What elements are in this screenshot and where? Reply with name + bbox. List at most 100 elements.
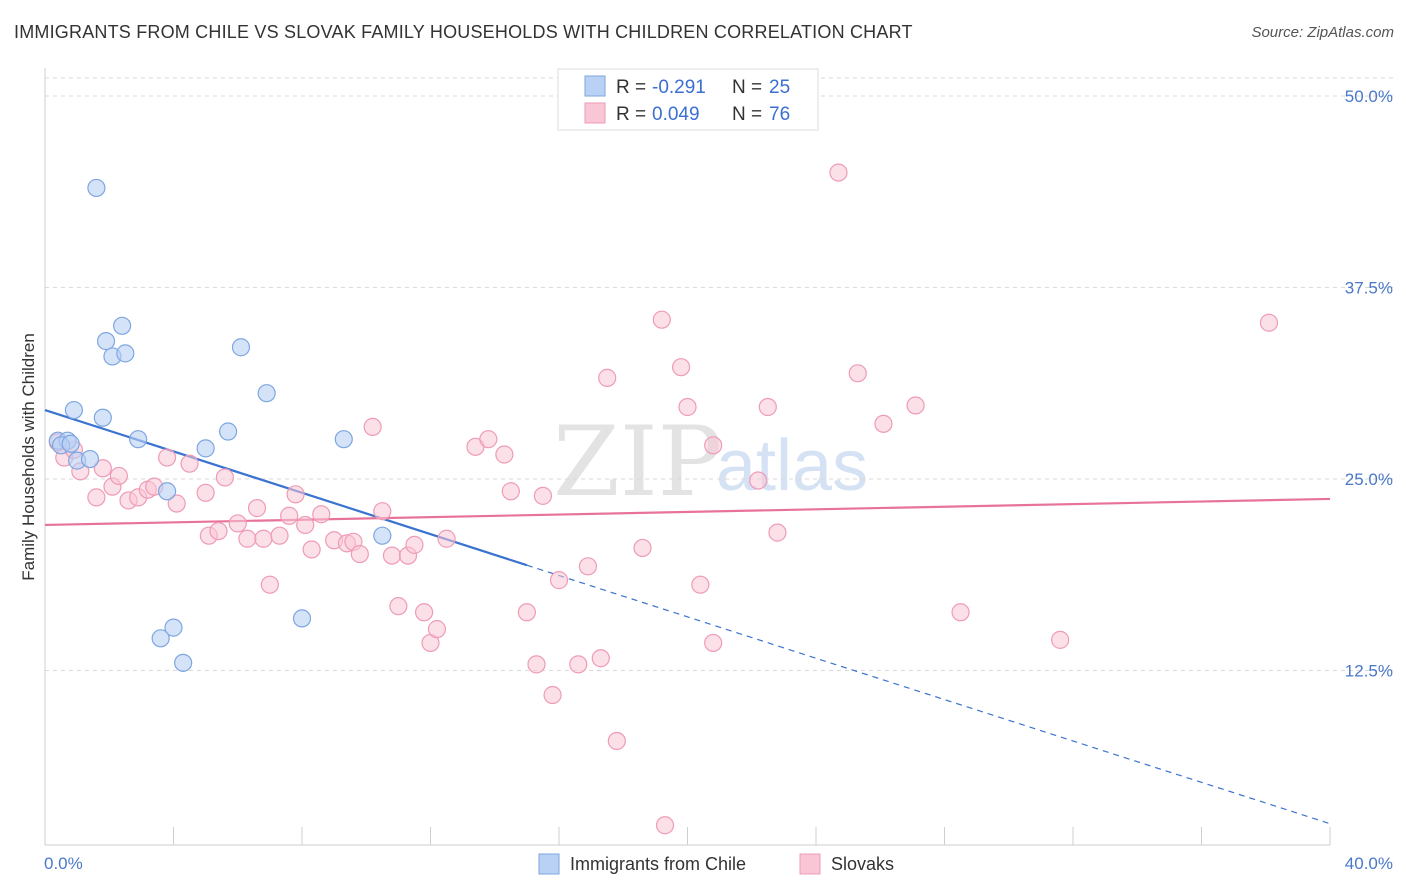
legend-r-label-slovak: R = <box>616 104 646 125</box>
slovak-point-56 <box>598 368 617 387</box>
slovak-point-38 <box>389 597 408 616</box>
bottom-legend: Immigrants from Chile Slovaks <box>538 853 894 875</box>
y-tick-label-0: 12.5% <box>1345 662 1393 681</box>
chile-trend-line-extrapolated <box>526 564 1331 825</box>
bottom-legend-swatch-chile <box>538 853 560 875</box>
slovak-point-64 <box>704 436 723 455</box>
chile-point-17 <box>219 422 238 441</box>
source-label: Source: ZipAtlas.com <box>1251 24 1394 41</box>
slovak-point-54 <box>578 557 598 576</box>
chile-point-18 <box>231 338 251 357</box>
bottom-legend-swatch-slovak <box>799 853 821 875</box>
slovak-point-17 <box>209 521 228 541</box>
slovak-point-13 <box>167 494 186 513</box>
legend-swatch-chile <box>584 75 606 97</box>
slovak-point-21 <box>247 499 267 518</box>
slovak-point-55 <box>591 649 610 668</box>
legend-n-value-slovak: 76 <box>769 104 790 125</box>
slovak-point-72 <box>906 396 925 415</box>
y-tick-label-1: 25.0% <box>1345 470 1393 489</box>
slovak-point-15 <box>196 483 215 502</box>
slovak-point-45 <box>479 430 498 449</box>
slovak-point-40 <box>414 603 434 622</box>
chile-point-5 <box>93 408 112 427</box>
slovak-point-50 <box>533 486 553 505</box>
chile-point-14 <box>164 618 183 637</box>
slovak-point-52 <box>549 571 569 590</box>
slovak-point-66 <box>749 471 768 490</box>
slovak-point-29 <box>312 505 331 524</box>
chile-point-13 <box>157 482 177 501</box>
slovak-point-67 <box>758 397 777 417</box>
slovak-point-74 <box>1051 630 1070 649</box>
slovak-point-22 <box>254 529 273 548</box>
chile-point-19 <box>257 384 276 403</box>
slovak-point-63 <box>691 575 710 594</box>
slovak-point-28 <box>302 540 321 559</box>
chile-point-6 <box>87 178 106 198</box>
slovak-point-49 <box>527 655 546 674</box>
chile-point-21 <box>334 430 353 449</box>
slovak-point-69 <box>829 163 848 182</box>
legend-n-label-chile: N = <box>732 77 762 98</box>
chile-point-9 <box>112 316 132 335</box>
legend-r-value-slovak: 0.049 <box>652 104 700 125</box>
slovak-point-34 <box>363 417 382 437</box>
slovak-point-75 <box>1259 313 1279 332</box>
slovak-point-47 <box>501 482 520 501</box>
chile-points <box>48 178 392 672</box>
slovak-point-18 <box>215 468 234 487</box>
chile-point-16 <box>196 439 215 458</box>
chart-title: IMMIGRANTS FROM CHILE VS SLOVAK FAMILY H… <box>14 22 913 42</box>
x-tick-label-max: 40.0% <box>1345 854 1393 873</box>
slovak-point-58 <box>633 538 652 558</box>
legend-n-value-chile: 25 <box>769 77 790 98</box>
slovak-point-27 <box>296 515 315 535</box>
slovak-point-33 <box>350 544 369 564</box>
watermark-zip: ZIP <box>553 406 722 518</box>
y-tick-label-2: 37.5% <box>1345 279 1393 298</box>
slovak-point-43 <box>437 529 456 548</box>
chile-point-15 <box>174 653 193 672</box>
slovak-point-23 <box>260 575 279 594</box>
slovak-point-61 <box>671 358 691 377</box>
slovak-point-68 <box>768 523 787 542</box>
chile-point-22 <box>373 526 392 545</box>
slovak-point-12 <box>157 448 177 467</box>
slovak-point-71 <box>874 414 893 433</box>
slovak-point-60 <box>655 816 675 835</box>
slovak-point-73 <box>951 603 970 622</box>
slovak-point-51 <box>543 685 562 705</box>
slovak-point-7 <box>109 466 128 486</box>
bottom-legend-label-chile: Immigrants from Chile <box>570 854 746 874</box>
slovak-point-48 <box>517 603 536 622</box>
slovak-point-62 <box>678 397 697 417</box>
gridlines <box>45 77 1393 671</box>
top-legend: R = -0.291 N = 25 R = 0.049 N = 76 <box>557 68 819 131</box>
y-axis-label: Family Households with Children <box>19 333 38 581</box>
slovak-point-14 <box>180 454 199 473</box>
slovak-trend-line <box>44 497 1331 527</box>
slovak-point-35 <box>373 502 392 521</box>
chile-point-11 <box>129 430 148 449</box>
slovak-point-19 <box>228 514 247 533</box>
slovak-point-65 <box>704 633 723 653</box>
x-tick-marks <box>173 827 1331 845</box>
slovak-point-59 <box>652 310 671 329</box>
chile-point-2 <box>64 400 84 420</box>
slovak-point-5 <box>93 459 112 478</box>
slovak-point-24 <box>270 526 289 545</box>
slovak-point-39 <box>405 535 424 554</box>
legend-r-label-chile: R = <box>616 77 646 98</box>
chile-point-20 <box>292 609 312 628</box>
y-tick-labels: 12.5% 25.0% 37.5% 50.0% <box>1345 87 1393 681</box>
slovak-point-25 <box>280 506 299 525</box>
chile-point-4 <box>80 449 100 469</box>
slovak-point-57 <box>607 731 626 751</box>
x-tick-label-min: 0.0% <box>44 854 83 873</box>
legend-r-value-chile: -0.291 <box>652 77 706 98</box>
chile-point-12 <box>151 629 170 648</box>
slovak-point-20 <box>238 529 257 548</box>
bottom-legend-label-slovak: Slovaks <box>831 854 894 874</box>
